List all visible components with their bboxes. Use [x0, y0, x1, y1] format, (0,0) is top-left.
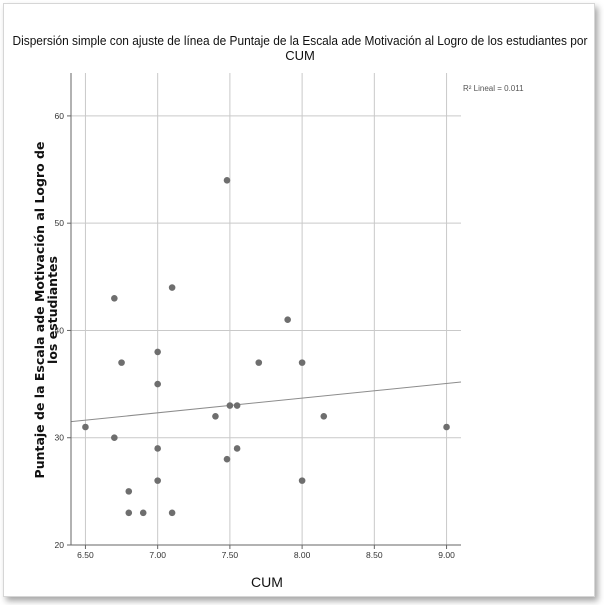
- y-tick-label: 60: [55, 111, 65, 121]
- axes: [67, 73, 461, 549]
- data-point: [443, 423, 450, 431]
- y-tick-label: 50: [55, 218, 65, 228]
- data-point: [223, 455, 231, 463]
- y-tick-label: 30: [55, 433, 65, 443]
- data-point: [298, 359, 306, 366]
- data-point: [82, 423, 89, 431]
- x-tick-label: 7.00: [149, 550, 166, 560]
- data-point: [168, 509, 176, 517]
- fit-line-layer: [70, 381, 462, 423]
- data-point: [284, 316, 291, 324]
- data-point: [168, 284, 176, 291]
- y-tick-labels: 20 30 40 50 60: [55, 111, 65, 550]
- data-point: [125, 509, 133, 517]
- y-tick-label: 20: [55, 540, 65, 550]
- data-point: [111, 294, 118, 302]
- plot-area: [71, 73, 461, 545]
- chart-title-line1: Dispersión simple con ajuste de línea de…: [13, 33, 589, 48]
- y-axis-label: Puntaje de la Escala ade Motivación al L…: [32, 142, 60, 479]
- data-point: [298, 477, 306, 484]
- data-point: [154, 477, 161, 484]
- chart-title-line2: CUM: [285, 48, 315, 63]
- data-points: [82, 176, 450, 517]
- data-point: [118, 359, 125, 366]
- data-point: [255, 359, 263, 366]
- x-tick-label: 8.00: [294, 550, 311, 560]
- chart-frame: Dispersión simple con ajuste de línea de…: [3, 3, 595, 597]
- data-point: [125, 488, 133, 495]
- fit-line: [70, 381, 462, 423]
- data-point: [212, 412, 219, 420]
- data-point: [320, 412, 328, 420]
- data-point: [139, 509, 147, 517]
- data-point: [223, 176, 231, 184]
- y-axis-label-line1: Puntaje de la Escala ade Motivación al L…: [32, 142, 47, 479]
- scatter-chart: Dispersión simple con ajuste de línea de…: [13, 33, 589, 590]
- data-point: [154, 445, 161, 452]
- r-squared-annotation: R² Lineal = 0.011: [463, 84, 524, 93]
- grid-lines: [71, 73, 461, 546]
- data-point: [226, 402, 234, 409]
- x-tick-label: 9.00: [438, 550, 455, 560]
- x-tick-label: 7.50: [222, 550, 239, 560]
- data-point: [154, 380, 161, 388]
- y-tick-label: 40: [55, 325, 65, 335]
- x-tick-labels: 6.50 7.00 7.50 8.00 8.50 9.00: [77, 550, 455, 560]
- x-tick-label: 8.50: [366, 550, 383, 560]
- data-point: [111, 434, 118, 442]
- x-axis-label: CUM: [251, 574, 283, 590]
- x-tick-label: 6.50: [77, 550, 94, 560]
- data-point: [233, 402, 241, 409]
- data-point: [154, 348, 161, 356]
- data-point: [233, 445, 241, 452]
- y-axis-label-line2: los estudiantes: [45, 256, 60, 364]
